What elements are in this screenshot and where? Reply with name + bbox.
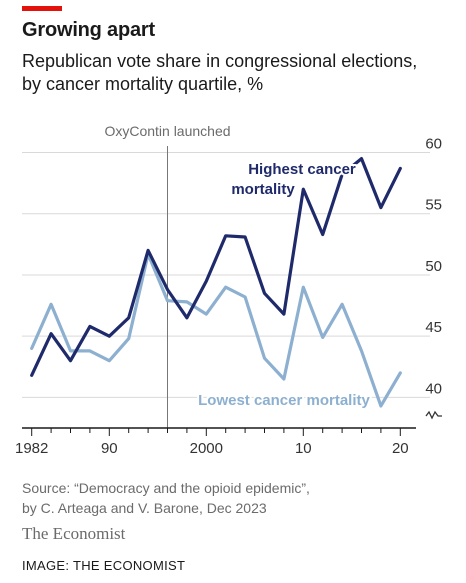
image-credit: IMAGE: THE ECONOMIST	[22, 558, 186, 573]
highest-series-label-halo: mortality	[231, 181, 295, 198]
lowest-series-label-halo: Lowest cancer mortality	[198, 392, 370, 409]
line-chart: OxyContin launched Highest cancerHighest…	[15, 123, 442, 457]
subtitle-line-2: by cancer mortality quartile, %	[22, 74, 264, 94]
chart-subtitle: Republican vote share in congressional e…	[22, 50, 452, 96]
lowest-series-label: Lowest cancer mortality	[198, 392, 370, 409]
lowest-mortality-line	[30, 252, 402, 408]
axis-break-icon	[425, 410, 442, 420]
y-tick-label: 50	[425, 258, 442, 275]
y-tick-label: 45	[425, 319, 442, 336]
source-note: Source: “Democracy and the opioid epidem…	[22, 478, 442, 518]
y-tick-label: 60	[425, 135, 442, 152]
economist-red-accent-bar	[22, 6, 62, 11]
chart-title: Growing apart	[22, 19, 155, 41]
highest-series-label: Highest cancer	[248, 161, 356, 178]
y-tick-label: 55	[425, 197, 442, 214]
subtitle-line-1: Republican vote share in congressional e…	[22, 51, 418, 71]
y-tick-label: 40	[425, 380, 442, 397]
x-tick-label: 10	[295, 440, 312, 457]
economist-logo: The Economist	[22, 524, 126, 543]
axes: 40 45 50 55 60 1982 90 2000 10 20	[15, 135, 442, 457]
highest-mortality-line	[30, 157, 402, 377]
series-lines	[30, 157, 402, 408]
x-tick-label: 90	[101, 440, 118, 457]
source-line-1: Source: “Democracy and the opioid epidem…	[22, 480, 310, 496]
highest-series-label: mortality	[231, 181, 295, 198]
highest-series-label-halo: Highest cancer	[248, 161, 356, 178]
source-line-2: by C. Arteaga and V. Barone, Dec 2023	[22, 500, 267, 516]
x-tick-label: 1982	[15, 440, 48, 457]
annotation-label: OxyContin launched	[104, 123, 230, 139]
annotation-layer: OxyContin launched	[104, 123, 231, 428]
gridlines	[22, 151, 430, 398]
x-tick-label: 2000	[190, 440, 223, 457]
x-tick-label: 20	[392, 440, 409, 457]
